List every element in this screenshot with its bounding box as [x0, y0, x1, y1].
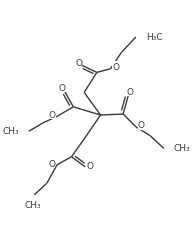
- Text: O: O: [138, 121, 145, 130]
- Text: O: O: [113, 62, 119, 71]
- Text: O: O: [75, 59, 82, 68]
- Text: O: O: [127, 88, 134, 97]
- Text: O: O: [86, 162, 93, 170]
- Text: CH₃: CH₃: [174, 143, 191, 152]
- Text: CH₃: CH₃: [24, 201, 41, 209]
- Text: O: O: [48, 159, 55, 168]
- Text: O: O: [59, 84, 66, 93]
- Text: H₃C: H₃C: [146, 32, 163, 41]
- Text: O: O: [49, 110, 56, 119]
- Text: CH₃: CH₃: [2, 126, 19, 135]
